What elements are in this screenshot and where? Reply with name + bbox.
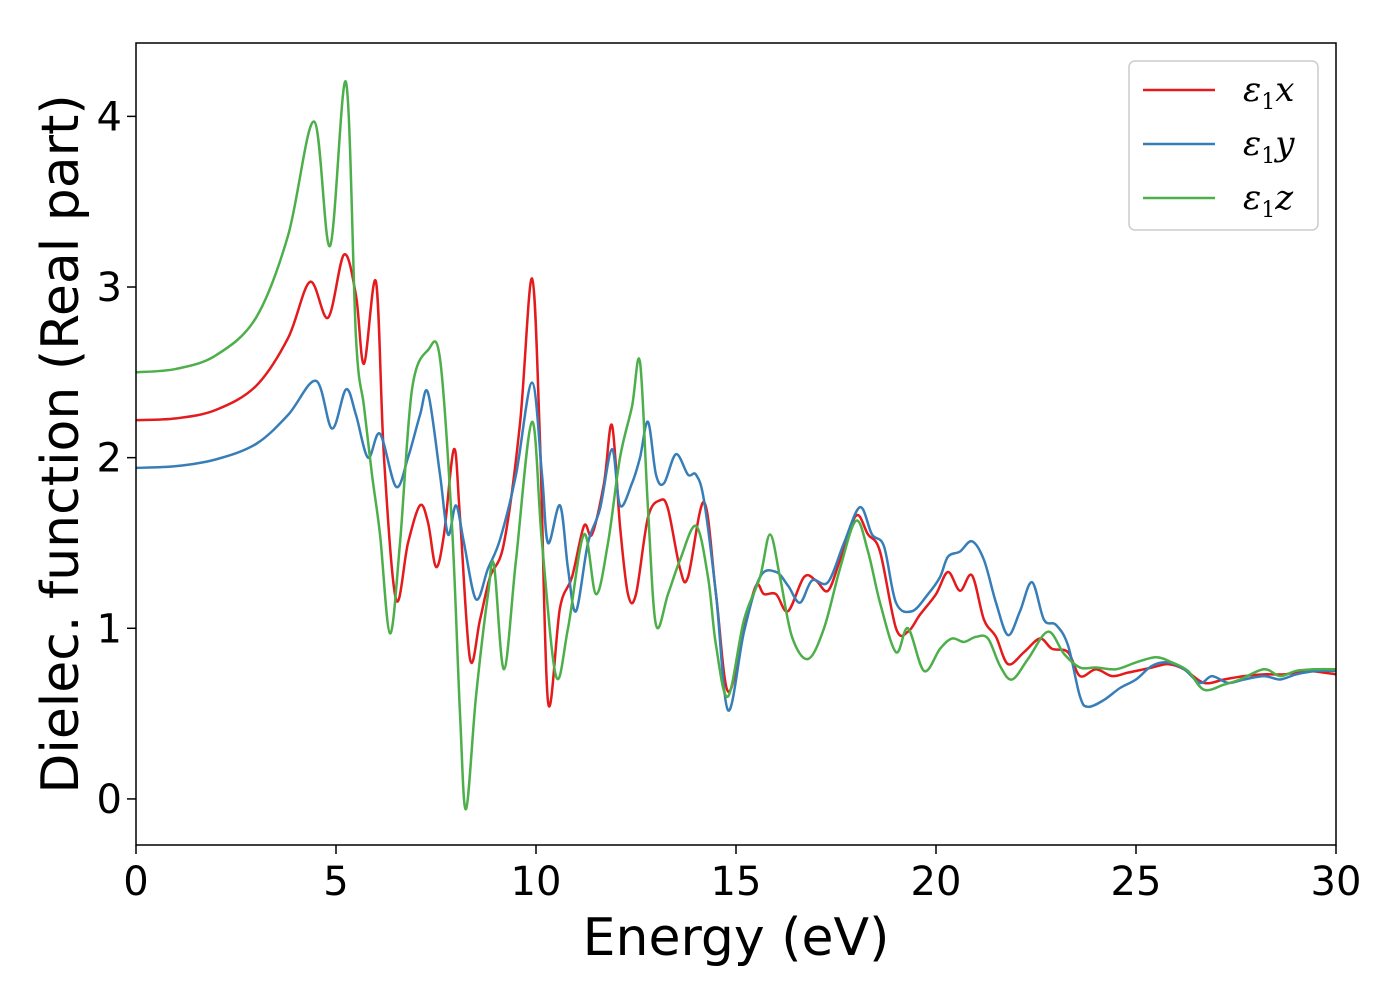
y-tick-label: 3 xyxy=(97,265,122,311)
x-tick-label: 20 xyxy=(911,859,962,905)
legend-label: ε1z xyxy=(1243,178,1294,223)
y-tick-label: 1 xyxy=(97,606,122,652)
y-tick-label: 4 xyxy=(97,94,122,140)
series-line-x xyxy=(136,253,1336,708)
x-tick-label: 10 xyxy=(511,859,562,905)
series-line-y xyxy=(136,379,1336,712)
x-axis-title: Energy (eV) xyxy=(583,908,890,968)
x-tick-label: 0 xyxy=(123,859,148,905)
y-tick-label: 0 xyxy=(97,777,122,823)
legend-label: ε1y xyxy=(1243,124,1295,169)
x-tick-label: 25 xyxy=(1111,859,1162,905)
x-axis: 0 5 10 15 20 25 30 xyxy=(123,845,1361,905)
y-axis-title: Dielec. function (Real part) xyxy=(31,94,91,793)
series-layer xyxy=(136,80,1336,811)
x-tick-label: 15 xyxy=(711,859,762,905)
y-axis: 0 1 2 3 4 xyxy=(97,94,136,823)
series-line-z xyxy=(136,80,1336,811)
x-tick-label: 30 xyxy=(1311,859,1362,905)
legend-label: ε1x xyxy=(1243,70,1294,115)
y-tick-label: 2 xyxy=(97,436,122,482)
legend: ε1x ε1y ε1z xyxy=(1128,60,1319,231)
legend-box xyxy=(1128,60,1319,231)
x-tick-label: 5 xyxy=(323,859,348,905)
